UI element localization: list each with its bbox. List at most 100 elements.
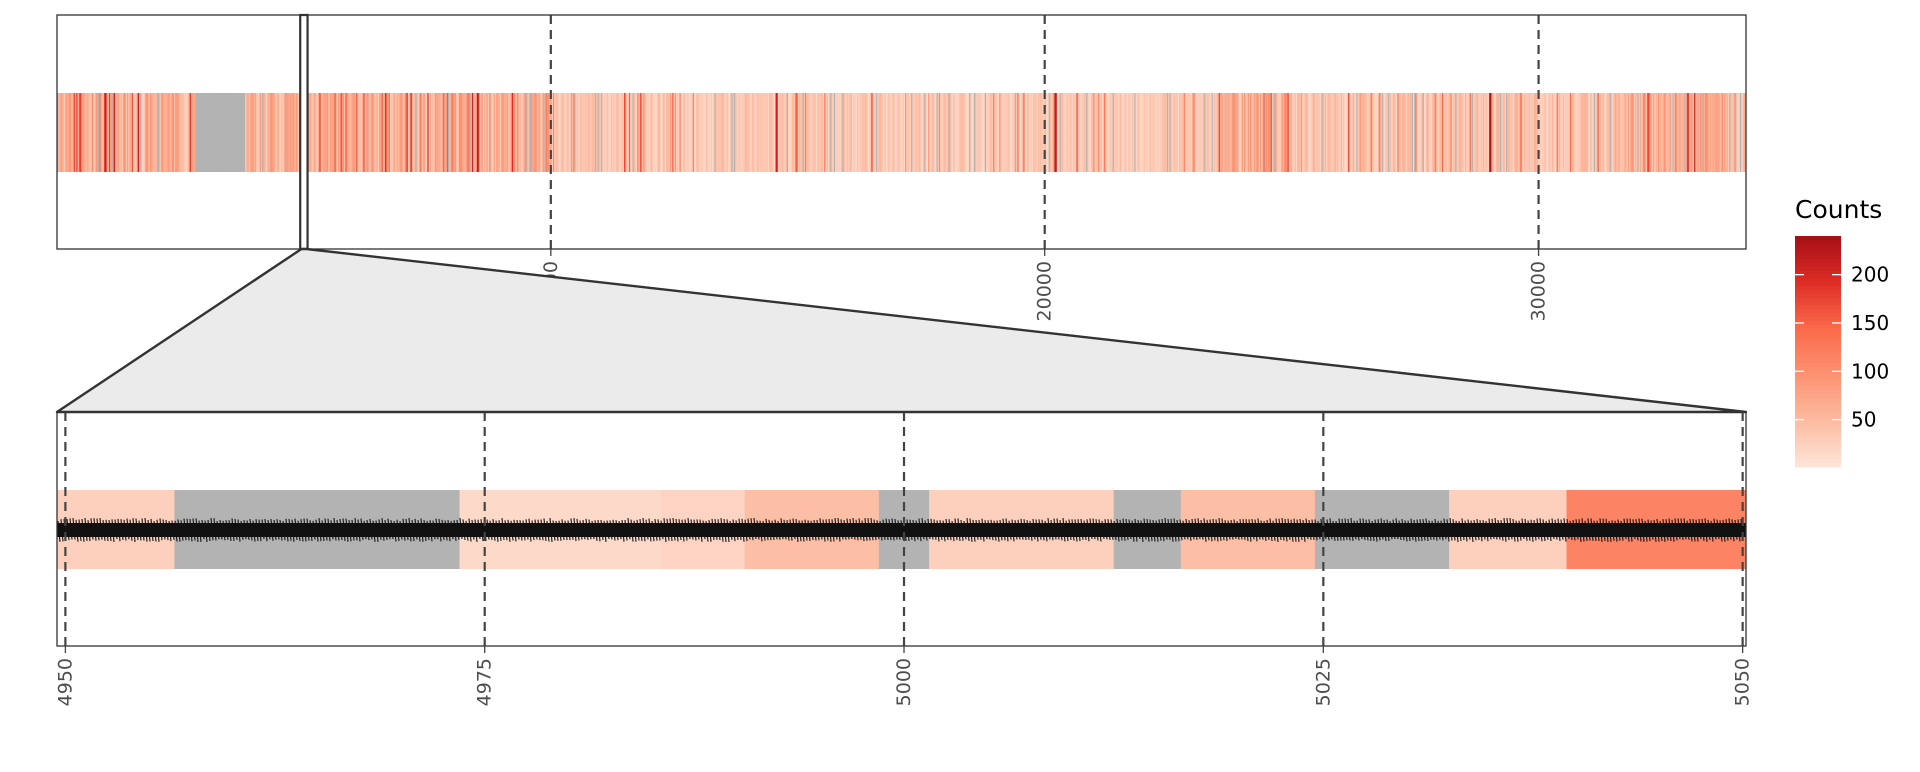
- overview-cell: [1212, 93, 1215, 172]
- overview-cell: [753, 93, 755, 172]
- overview-cell: [1240, 93, 1243, 172]
- overview-cell: [507, 93, 509, 172]
- overview-cell: [522, 93, 525, 172]
- overview-peak-cell: [1489, 93, 1492, 172]
- overview-cell: [339, 93, 341, 172]
- overview-cell: [195, 93, 198, 172]
- overview-cell: [812, 93, 814, 172]
- overview-cell: [996, 93, 999, 172]
- overview-cell: [1080, 93, 1082, 172]
- overview-cell: [1351, 93, 1354, 172]
- overview-cell: [459, 93, 462, 172]
- legend-color-step: [1795, 301, 1841, 306]
- overview-cell: [446, 93, 449, 172]
- overview-cell: [1128, 93, 1130, 172]
- overview-cell: [1528, 93, 1531, 172]
- overview-cell: [847, 93, 849, 172]
- overview-cell: [669, 93, 672, 172]
- overview-cell: [199, 93, 201, 172]
- overview-cell: [1268, 93, 1270, 172]
- overview-cell: [990, 93, 993, 172]
- overview-cell: [790, 93, 793, 172]
- zoom-tick-label: 5050: [1732, 658, 1754, 706]
- overview-cell: [767, 93, 770, 172]
- overview-cell: [693, 93, 696, 172]
- legend-color-step: [1795, 436, 1841, 441]
- overview-cell: [1396, 93, 1398, 172]
- overview-cell: [1075, 93, 1077, 172]
- overview-cell: [1220, 93, 1222, 172]
- overview-cell: [1733, 93, 1736, 172]
- overview-cell: [675, 93, 678, 172]
- legend-color-step: [1795, 305, 1841, 310]
- overview-cell: [1305, 93, 1308, 172]
- overview-cell: [493, 93, 496, 172]
- overview-cell: [563, 93, 566, 172]
- overview-cell: [1228, 93, 1231, 172]
- overview-cell: [1573, 93, 1576, 172]
- overview-cell: [101, 93, 104, 172]
- overview-cell: [400, 93, 403, 172]
- overview-cell: [1375, 93, 1378, 172]
- overview-cell: [358, 93, 361, 172]
- overview-cell: [424, 93, 427, 172]
- overview-cell: [1017, 93, 1019, 172]
- overview-cell: [1337, 93, 1339, 172]
- overview-cell: [712, 93, 714, 172]
- overview-cell: [1113, 93, 1116, 172]
- overview-cell: [1458, 93, 1461, 172]
- overview-cell: [1551, 93, 1554, 172]
- overview-cell: [394, 93, 397, 172]
- overview-cell: [982, 93, 984, 172]
- overview-cell: [739, 93, 742, 172]
- legend-tick-label: 100: [1851, 359, 1889, 383]
- overview-cell: [1345, 93, 1348, 172]
- overview-cell: [270, 93, 273, 172]
- overview-cell: [560, 93, 562, 172]
- overview-cell: [1238, 93, 1240, 172]
- overview-cell: [1423, 93, 1426, 172]
- overview-cell: [662, 93, 665, 172]
- overview-cell: [1300, 93, 1303, 172]
- overview-cell: [1288, 93, 1291, 172]
- overview-cell: [533, 93, 536, 172]
- legend-color-step: [1795, 386, 1841, 391]
- legend-color-step: [1795, 416, 1841, 422]
- overview-cell: [1495, 93, 1497, 172]
- overview-cell: [344, 93, 346, 172]
- overview-cell: [406, 93, 409, 172]
- overview-cell: [1293, 93, 1296, 172]
- overview-cell: [455, 93, 457, 172]
- overview-cell: [789, 93, 791, 172]
- overview-cell: [287, 93, 290, 172]
- overview-cell: [89, 93, 92, 172]
- overview-cell: [274, 93, 276, 172]
- overview-cell: [1674, 93, 1677, 172]
- overview-cell: [695, 93, 697, 172]
- overview-cell: [1111, 93, 1114, 172]
- overview-cell: [1455, 93, 1457, 172]
- overview-cell: [298, 93, 300, 172]
- overview-cell: [1023, 93, 1025, 172]
- overview-cell: [1157, 93, 1159, 172]
- overview-cell: [1557, 93, 1560, 172]
- overview-cell: [625, 93, 627, 172]
- overview-cell: [1685, 93, 1688, 172]
- overview-cell: [639, 93, 642, 172]
- overview-cell: [1130, 93, 1133, 172]
- overview-cell: [969, 93, 971, 172]
- overview-cell: [1036, 93, 1039, 172]
- overview-cell: [364, 93, 367, 172]
- overview-cell: [1092, 93, 1094, 172]
- overview-cell: [353, 93, 356, 172]
- overview-cell: [263, 93, 265, 172]
- overview-cell: [1546, 93, 1549, 172]
- overview-cell: [829, 93, 831, 172]
- overview-cell: [1171, 93, 1174, 172]
- overview-cell: [1725, 93, 1728, 172]
- overview-cell: [1627, 93, 1630, 172]
- overview-cell: [1703, 93, 1706, 172]
- overview-cell: [1552, 93, 1555, 172]
- overview-cell: [1474, 93, 1477, 172]
- overview-cell: [791, 93, 794, 172]
